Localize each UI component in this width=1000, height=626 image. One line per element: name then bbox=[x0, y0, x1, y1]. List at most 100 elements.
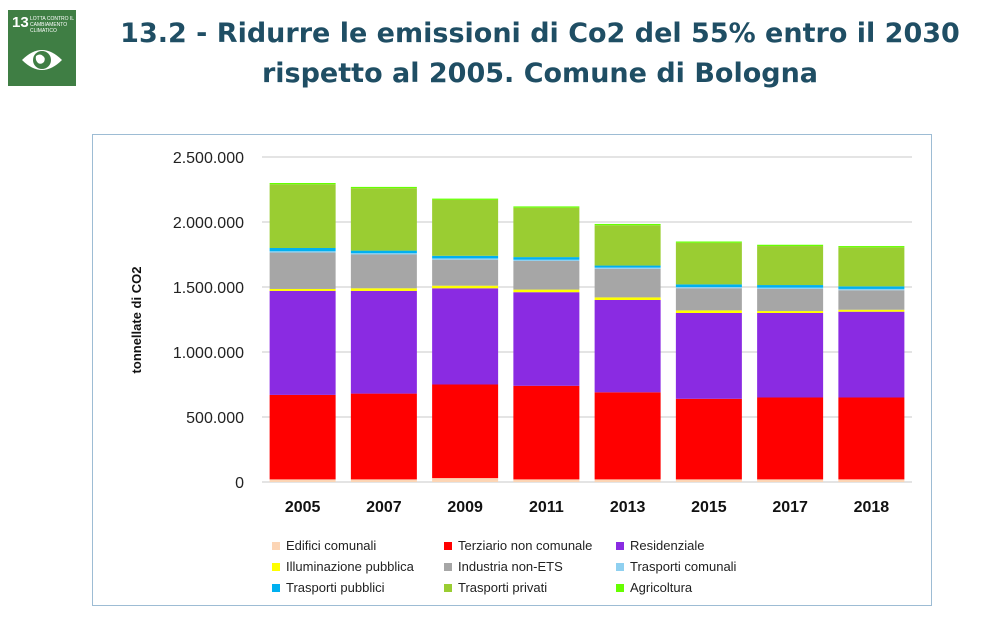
bar-segment-industria-non-ets bbox=[432, 259, 499, 286]
legend-swatch bbox=[616, 541, 624, 550]
bar-segment-trasporti-pubblici bbox=[594, 265, 661, 268]
bar-segment-agricoltura bbox=[350, 186, 417, 189]
bar-segment-agricoltura bbox=[432, 198, 499, 200]
bar-segment-terziario-non-comunale bbox=[513, 385, 580, 480]
legend-label: Illuminazione pubblica bbox=[286, 559, 414, 574]
bar-segment-illuminazione-pubblica bbox=[757, 311, 824, 313]
page-title: 13.2 - Ridurre le emissioni di Co2 del 5… bbox=[90, 14, 990, 94]
bar-segment-trasporti-pubblici bbox=[757, 285, 824, 288]
legend-item: Terziario non comunale bbox=[444, 538, 616, 553]
legend-swatch bbox=[616, 583, 624, 592]
bar-segment-illuminazione-pubblica bbox=[350, 288, 417, 291]
legend-label: Agricoltura bbox=[630, 580, 693, 595]
legend-item: Trasporti comunali bbox=[616, 559, 792, 574]
bar-segment-agricoltura bbox=[513, 206, 580, 208]
x-tick-label: 2013 bbox=[610, 499, 646, 516]
bar-segment-trasporti-comunali bbox=[350, 253, 417, 255]
bar-segment-trasporti-comunali bbox=[757, 287, 824, 289]
legend-label: Trasporti pubblici bbox=[286, 580, 385, 595]
bar-segment-trasporti-privati bbox=[269, 184, 336, 248]
bar-segment-edifici-comunali bbox=[350, 479, 417, 482]
x-tick-label: 2015 bbox=[691, 499, 727, 516]
legend-label: Trasporti comunali bbox=[630, 559, 737, 574]
bar-segment-terziario-non-comunale bbox=[675, 398, 742, 480]
legend-swatch bbox=[272, 562, 280, 571]
bar-segment-terziario-non-comunale bbox=[350, 393, 417, 480]
bar-segment-industria-non-ets bbox=[594, 268, 661, 298]
x-tick-label: 2009 bbox=[447, 499, 483, 516]
bar-segment-agricoltura bbox=[838, 246, 905, 248]
bar-segment-trasporti-pubblici bbox=[269, 248, 336, 252]
y-tick-label: 2.000.000 bbox=[173, 215, 244, 232]
x-tick-label: 2005 bbox=[285, 499, 321, 516]
legend-item: Industria non-ETS bbox=[444, 559, 616, 574]
bar-segment-trasporti-comunali bbox=[513, 259, 580, 261]
title-line-1: 13.2 - Ridurre le emissioni di Co2 del 5… bbox=[120, 18, 960, 49]
sdg-number: 13 bbox=[12, 14, 29, 31]
bar-segment-trasporti-privati bbox=[513, 207, 580, 258]
bar-segment-illuminazione-pubblica bbox=[675, 310, 742, 313]
bar-segment-residenziale bbox=[432, 288, 499, 385]
bar-segment-trasporti-pubblici bbox=[675, 284, 742, 287]
bar-segment-trasporti-privati bbox=[350, 188, 417, 251]
legend-item: Illuminazione pubblica bbox=[272, 559, 444, 574]
legend-item: Trasporti privati bbox=[444, 580, 616, 595]
legend-item: Agricoltura bbox=[616, 580, 792, 595]
legend-swatch bbox=[272, 583, 280, 592]
bar-segment-terziario-non-comunale bbox=[594, 392, 661, 480]
bar-segment-trasporti-comunali bbox=[594, 267, 661, 269]
bar-segment-trasporti-pubblici bbox=[432, 255, 499, 259]
x-tick-label: 2018 bbox=[854, 499, 890, 516]
bar-segment-trasporti-pubblici bbox=[838, 286, 905, 289]
x-tick-label: 2017 bbox=[772, 499, 808, 516]
bar-segment-residenziale bbox=[269, 290, 336, 395]
bar-segment-agricoltura bbox=[757, 244, 824, 247]
eye-globe-icon bbox=[22, 50, 62, 70]
bar-segment-agricoltura bbox=[594, 223, 661, 226]
bar-segment-industria-non-ets bbox=[513, 261, 580, 290]
x-tick-label: 2011 bbox=[529, 499, 564, 516]
bar-segment-industria-non-ets bbox=[675, 288, 742, 311]
bar-segment-trasporti-pubblici bbox=[513, 257, 580, 260]
y-tick-label: 2.500.000 bbox=[173, 150, 244, 167]
y-tick-label: 0 bbox=[235, 475, 244, 492]
bar-segment-illuminazione-pubblica bbox=[432, 285, 499, 289]
title-line-2: rispetto al 2005. Comune di Bologna bbox=[261, 58, 819, 89]
bar-segment-edifici-comunali bbox=[513, 479, 580, 482]
bar-segment-trasporti-pubblici bbox=[350, 250, 417, 254]
bar-segment-edifici-comunali bbox=[594, 479, 661, 482]
bar-segment-terziario-non-comunale bbox=[269, 394, 336, 480]
legend-swatch bbox=[444, 562, 452, 571]
bar-segment-residenziale bbox=[513, 292, 580, 386]
legend-item: Residenziale bbox=[616, 538, 792, 553]
bar-segment-edifici-comunali bbox=[675, 479, 742, 482]
bar-segment-residenziale bbox=[350, 290, 417, 394]
legend-label: Trasporti privati bbox=[458, 580, 548, 595]
bar-segment-industria-non-ets bbox=[838, 290, 905, 310]
bar-segment-edifici-comunali bbox=[432, 478, 499, 482]
legend-swatch bbox=[272, 541, 280, 550]
chart-legend: Edifici comunali Terziario non comunale Re… bbox=[272, 538, 792, 595]
bar-segment-illuminazione-pubblica bbox=[838, 309, 905, 312]
bar-segment-trasporti-privati bbox=[757, 246, 824, 286]
bar-segment-illuminazione-pubblica bbox=[594, 297, 661, 300]
bar-segment-terziario-non-comunale bbox=[838, 397, 905, 480]
bar-segment-trasporti-comunali bbox=[269, 251, 336, 253]
x-tick-label: 2007 bbox=[366, 499, 402, 516]
bar-segment-industria-non-ets bbox=[350, 254, 417, 289]
y-axis-label: tonnellate di CO2 bbox=[129, 267, 144, 374]
bar-segment-trasporti-privati bbox=[432, 199, 499, 256]
legend-label: Residenziale bbox=[630, 538, 705, 553]
bar-segment-illuminazione-pubblica bbox=[513, 289, 580, 293]
bar-segment-industria-non-ets bbox=[757, 288, 824, 312]
legend-swatch bbox=[444, 541, 452, 550]
legend-label: Edifici comunali bbox=[286, 538, 377, 553]
bar-segment-edifici-comunali bbox=[269, 479, 336, 482]
bar-segment-trasporti-comunali bbox=[432, 258, 499, 260]
bar-segment-residenziale bbox=[838, 311, 905, 398]
bar-segment-residenziale bbox=[757, 313, 824, 398]
y-tick-label: 1.000.000 bbox=[173, 345, 244, 362]
y-tick-label: 500.000 bbox=[186, 410, 244, 427]
bar-segment-trasporti-comunali bbox=[838, 288, 905, 291]
